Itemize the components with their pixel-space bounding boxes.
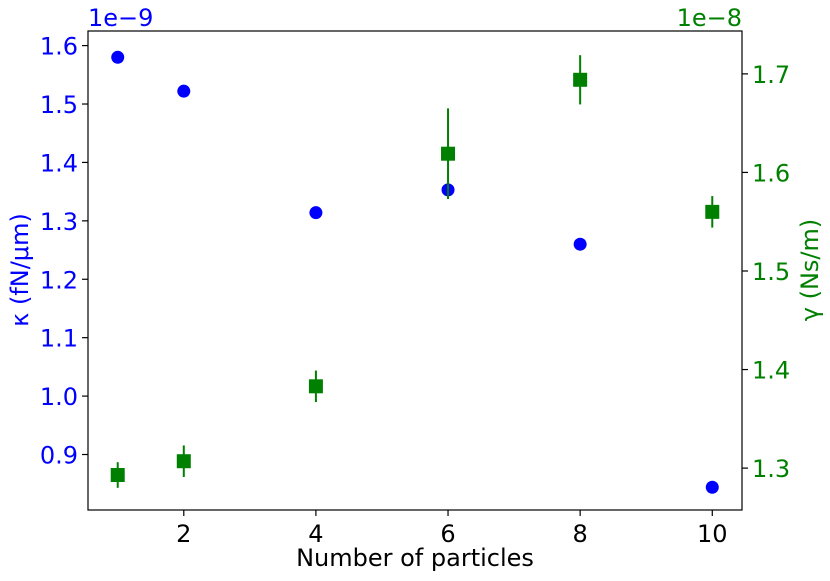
data-point-circle [177,84,191,98]
x-tick-label: 4 [308,520,323,548]
axes: 2 4 6 8 10 0.9 1.0 1.1 1.2 1.3 1.4 1.5 1.6 1.3 1.4 1.5 1… [40,30,790,548]
right-y-tick-label: 1.7 [752,61,790,89]
left-y-tick-label: 1.0 [40,383,78,411]
data-point-square [705,204,720,219]
data-point-square [110,468,125,483]
left-y-tick-label: 1.3 [40,208,78,236]
x-tick-label: 10 [697,520,728,548]
right-axis-series [110,55,720,488]
data-point-square [441,146,456,161]
right-y-tick-label: 1.3 [752,455,790,483]
right-y-tick-label: 1.4 [752,357,790,385]
plot-area [110,50,720,494]
left-y-tick-label: 0.9 [40,442,78,470]
data-point-square [308,379,323,394]
left-y-tick-label: 1.5 [40,91,78,119]
left-y-tick-label: 1.2 [40,266,78,294]
left-axis-offset-text: 1e−9 [88,4,153,32]
left-y-tick-label: 1.6 [40,33,78,61]
right-y-tick-label: 1.5 [752,258,790,286]
data-point-square [573,72,588,87]
x-axis-label: Number of particles [296,544,534,572]
x-tick-label: 6 [440,520,455,548]
data-point-circle [309,206,323,220]
right-y-tick-label: 1.6 [752,159,790,187]
left-y-tick-label: 1.4 [40,149,78,177]
left-y-tick-label: 1.1 [40,325,78,353]
left-axis-series [111,50,719,494]
data-point-circle [573,237,587,251]
left-axis-label: κ (fN/μm) [6,213,34,327]
data-point-circle [705,480,719,494]
x-tick-label: 2 [176,520,191,548]
data-point-square [176,454,191,469]
right-axis-label: γ (Ns/m) [796,219,824,321]
right-axis-offset-text: 1e−8 [677,4,742,32]
data-point-circle [111,50,125,64]
x-tick-label: 8 [573,520,588,548]
